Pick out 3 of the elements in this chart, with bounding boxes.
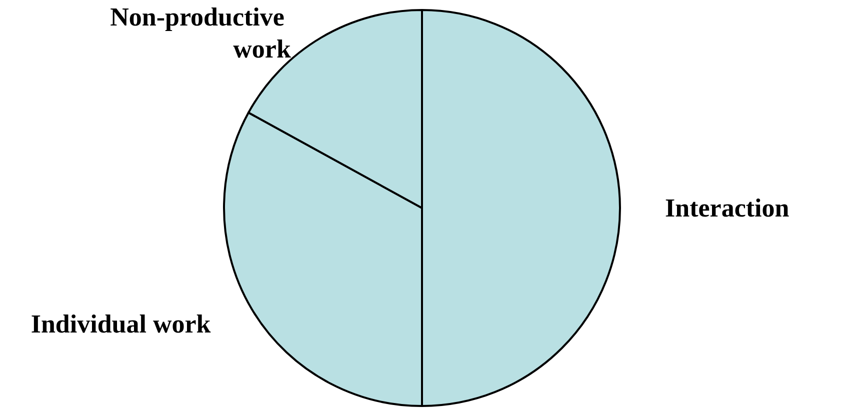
slice-label: Interaction [665,194,790,222]
slice-label: Individual work [30,310,212,339]
slice-label: Non-productive work [110,2,292,64]
